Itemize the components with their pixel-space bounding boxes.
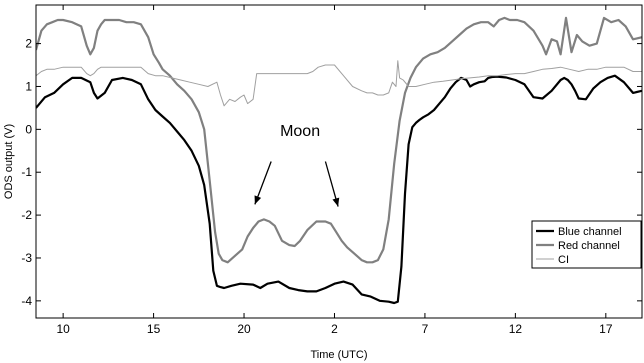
x-tick-label: 12 [509,322,523,336]
x-axis-title: Time (UTC) [310,349,367,361]
annotation-layer: Moon [254,123,340,207]
moon-annotation: Moon [280,123,320,140]
y-tick-label: 2 [25,37,32,51]
y-tick-label: -4 [21,294,32,308]
legend-entry-label: CI [558,254,569,266]
series-line-ci [36,60,642,107]
y-tick-label: -3 [21,251,32,265]
plot-background [36,5,642,318]
plot-area: Moon [35,4,643,319]
x-tick-label: 10 [56,322,70,336]
y-tick-label: -2 [21,208,32,222]
legend-entry-label: Red channel [558,240,620,252]
x-tick-label: 15 [147,322,161,336]
y-tick-label: 1 [25,79,32,93]
series-line-red-channel [36,16,642,264]
moon-arrow [254,161,272,205]
y-tick-label: 0 [25,122,32,136]
x-axis: 10 15 20 2 7 12 17 [56,5,613,336]
y-axis-title: ODS output (V) [3,124,15,199]
plot-frame [35,4,643,319]
x-tick-label: 17 [599,322,613,336]
y-tick-label: -1 [21,165,32,179]
series-layer [36,16,642,305]
legend: Blue channel Red channel CI [531,220,642,269]
x-tick-label: 2 [331,322,338,336]
moon-arrow [324,161,340,207]
legend-entry-label: Blue channel [558,226,622,238]
x-tick-label: 20 [237,322,251,336]
series-line-blue-channel [36,74,642,305]
x-tick-label: 7 [422,322,429,336]
